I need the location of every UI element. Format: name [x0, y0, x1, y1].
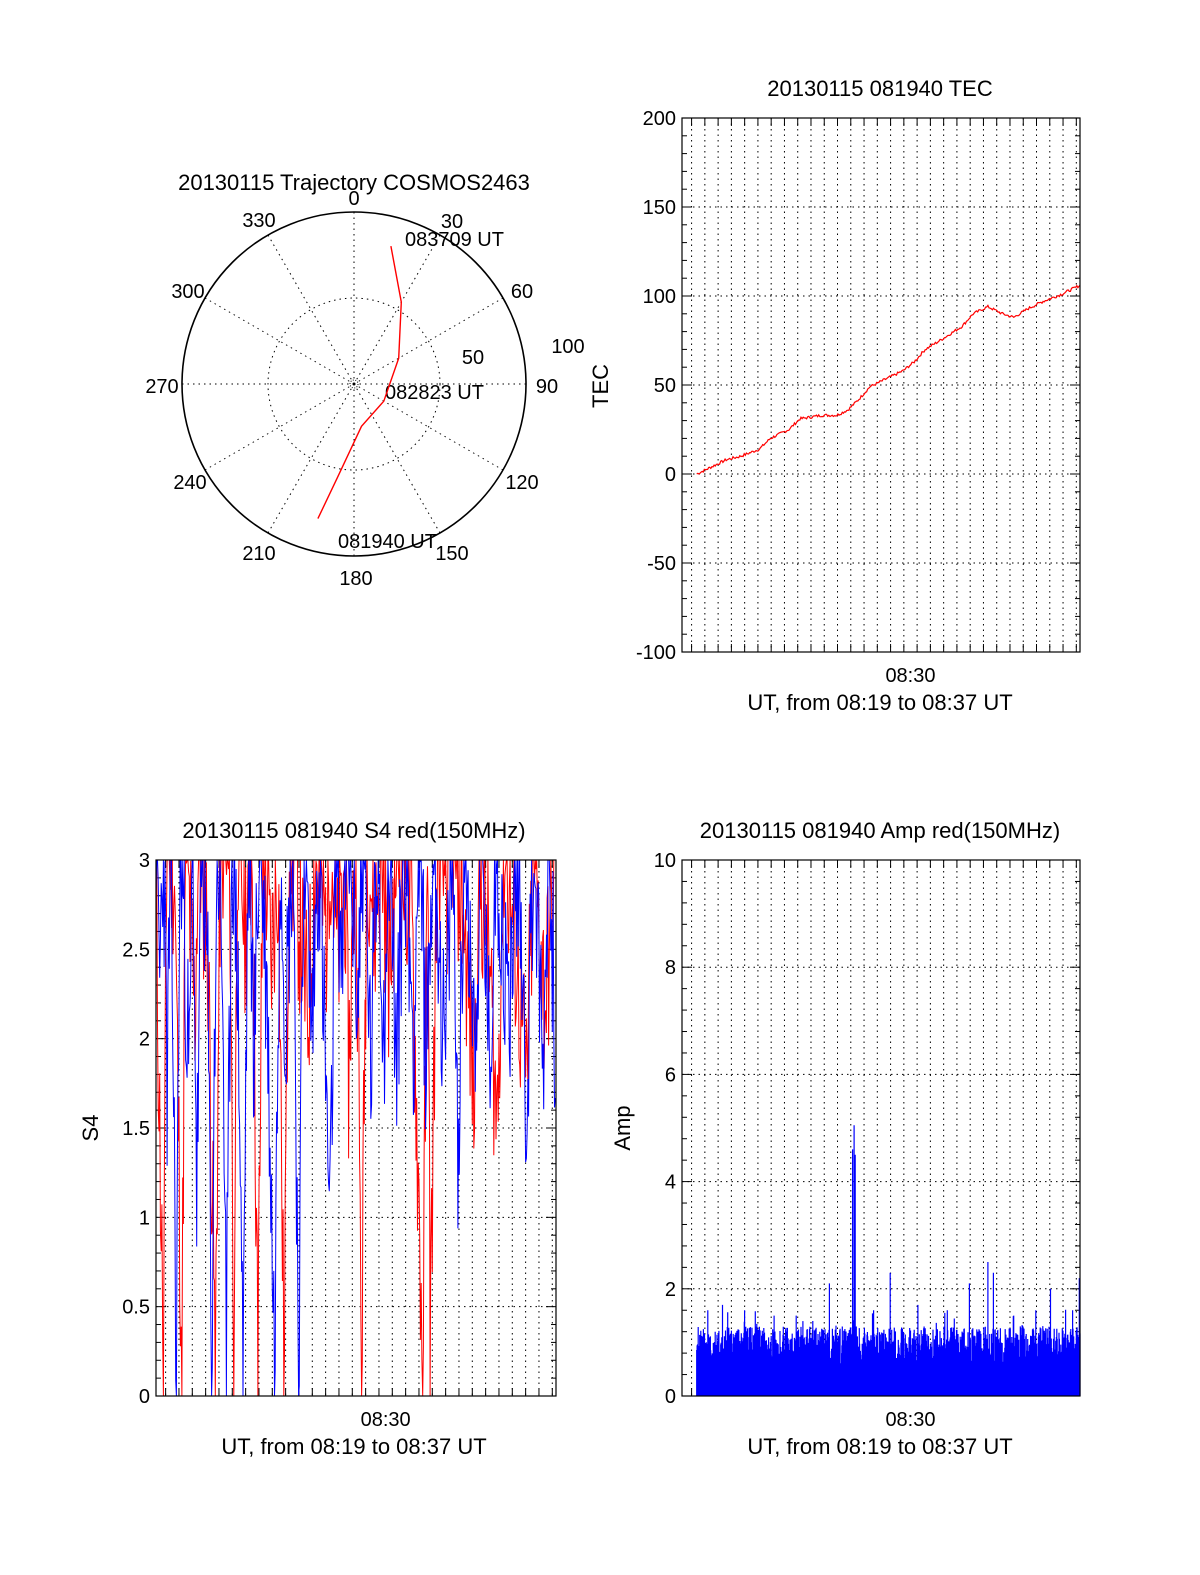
- s4-title: 20130115 081940 S4 red(150MHz): [182, 818, 525, 843]
- y-tick-label: 50: [654, 375, 676, 397]
- y-tick-label: 8: [665, 957, 676, 979]
- polar-spoke: [353, 383, 441, 534]
- polar-annotation: 082823 UT: [385, 382, 484, 404]
- polar-center-marker: [349, 379, 359, 389]
- tec-ylabel: TEC: [588, 364, 613, 408]
- y-tick-label: 2: [139, 1029, 150, 1051]
- polar-spoke: [204, 297, 355, 385]
- y-tick-label: -50: [647, 553, 676, 575]
- polar-spoke: [267, 383, 355, 534]
- trajectory-title: 20130115 Trajectory COSMOS2463: [178, 170, 530, 195]
- polar-annotation: 083709 UT: [405, 229, 504, 251]
- polar-spoke: [353, 297, 504, 385]
- y-tick-label: 150: [643, 197, 676, 219]
- amp-ylabel: Amp: [610, 1105, 635, 1150]
- plot-frame: [681, 859, 1081, 1397]
- s4-xlabel: UT, from 08:19 to 08:37 UT: [221, 1434, 486, 1459]
- polar-angle-label: 180: [339, 568, 372, 590]
- y-tick-label: 2: [665, 1279, 676, 1301]
- y-tick-label: 1.5: [122, 1118, 150, 1140]
- y-tick-label: 0: [665, 464, 676, 486]
- polar-annotation: 081940 UT: [338, 531, 437, 553]
- s4-series-blue: [156, 860, 556, 1396]
- trajectory-polar-chart: 20130115 Trajectory COSMOS2463 0 30 60 90 12…: [145, 170, 584, 590]
- polar-spoke: [204, 383, 355, 471]
- polar-angle-label: 330: [242, 210, 275, 232]
- tec-xlabel: UT, from 08:19 to 08:37 UT: [747, 690, 1012, 715]
- y-tick-label: 10: [654, 850, 676, 872]
- polar-angle-label: 300: [171, 281, 204, 303]
- polar-angle-label: 0: [348, 188, 359, 210]
- tec-chart: 20130115 081940 TEC UT, from 08:19 to 08…: [588, 76, 1081, 715]
- y-tick-label: 100: [643, 286, 676, 308]
- polar-angle-label: 150: [435, 543, 468, 565]
- polar-spoke: [353, 383, 504, 471]
- amp-chart: 20130115 081940 Amp red(150MHz) UT, from…: [610, 818, 1081, 1459]
- s4-chart: 20130115 081940 S4 red(150MHz) UT, from …: [78, 818, 557, 1459]
- s4-ylabel: S4: [78, 1115, 103, 1142]
- y-tick-label: 0: [139, 1386, 150, 1408]
- x-tick-label: 08:30: [361, 1409, 411, 1431]
- plot-frame: [681, 117, 1081, 653]
- x-tick-label: 08:30: [885, 1409, 935, 1431]
- polar-radial-label: 100: [551, 336, 584, 358]
- polar-spoke: [353, 234, 441, 385]
- polar-spoke: [267, 234, 355, 385]
- polar-angle-label: 240: [173, 472, 206, 494]
- amp-xlabel: UT, from 08:19 to 08:37 UT: [747, 1434, 1012, 1459]
- polar-angle-label: 30: [441, 211, 463, 233]
- y-tick-label: 3: [139, 850, 150, 872]
- tec-series-line: [696, 284, 1081, 475]
- tec-title: 20130115 081940 TEC: [767, 76, 993, 101]
- polar-radial-label: 50: [462, 347, 484, 369]
- polar-angle-label: 210: [242, 543, 275, 565]
- polar-ring: [267, 297, 441, 471]
- y-tick-label: 0.5: [122, 1297, 150, 1319]
- s4-plot-area: [156, 860, 556, 1396]
- y-tick-label: 6: [665, 1064, 676, 1086]
- polar-angle-label: 90: [536, 376, 558, 398]
- plot-frame: [155, 859, 557, 1397]
- y-tick-label: 0: [665, 1386, 676, 1408]
- trajectory-series-line: [317, 245, 403, 519]
- polar-outer-ring: [181, 211, 527, 557]
- amp-series-bars: [696, 1125, 1081, 1396]
- y-tick-label: 2.5: [122, 939, 150, 961]
- polar-angle-label: 270: [145, 376, 178, 398]
- y-tick-label: 4: [665, 1172, 676, 1194]
- y-tick-label: 200: [643, 108, 676, 130]
- polar-angle-label: 120: [505, 472, 538, 494]
- y-tick-label: -100: [636, 642, 676, 664]
- polar-angle-label: 60: [511, 281, 533, 303]
- amp-title: 20130115 081940 Amp red(150MHz): [700, 818, 1060, 843]
- y-tick-label: 1: [139, 1207, 150, 1229]
- x-tick-label: 08:30: [885, 665, 935, 687]
